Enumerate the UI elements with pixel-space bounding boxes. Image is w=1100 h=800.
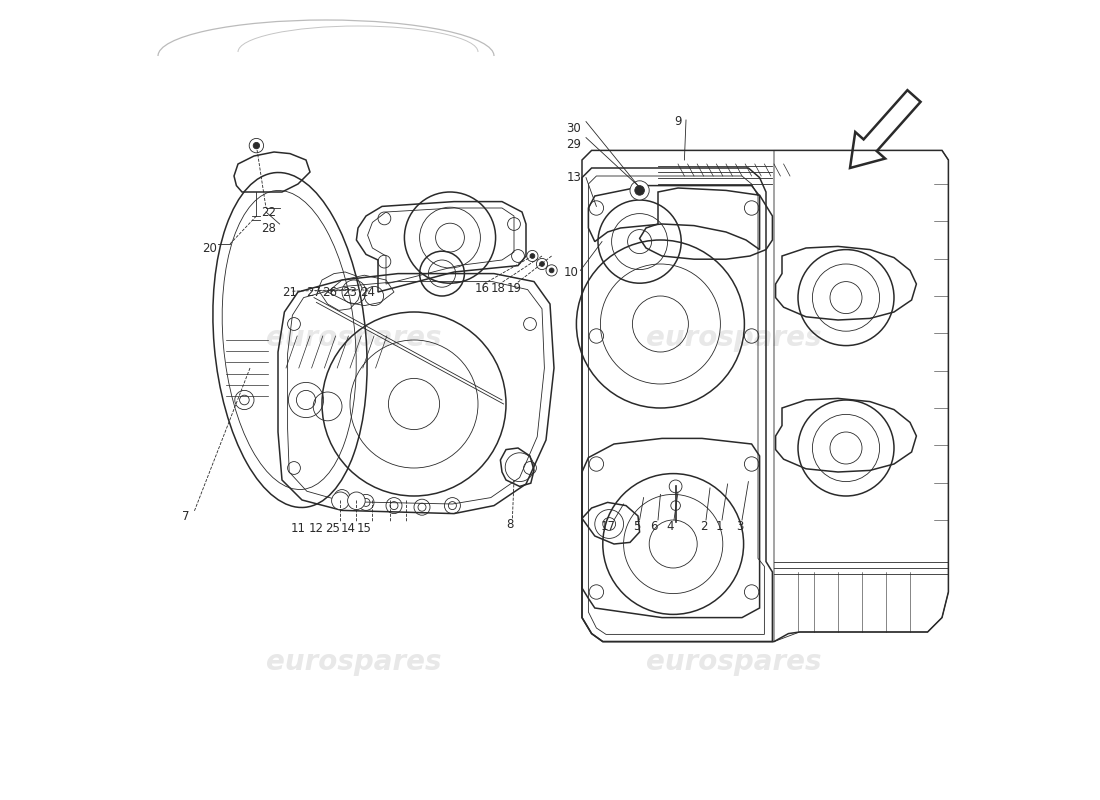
Text: 9: 9 bbox=[674, 115, 682, 128]
Text: 1: 1 bbox=[716, 520, 724, 533]
Text: 30: 30 bbox=[566, 122, 582, 134]
Text: 24: 24 bbox=[360, 286, 375, 298]
Text: 19: 19 bbox=[506, 282, 521, 294]
Text: 12: 12 bbox=[309, 522, 323, 534]
Text: 28: 28 bbox=[261, 222, 276, 234]
Text: 25: 25 bbox=[324, 522, 340, 534]
Text: 15: 15 bbox=[358, 522, 372, 534]
Text: 8: 8 bbox=[506, 518, 514, 530]
Circle shape bbox=[348, 492, 365, 510]
Text: 6: 6 bbox=[650, 520, 658, 533]
Text: 11: 11 bbox=[290, 522, 306, 534]
Text: 20: 20 bbox=[202, 242, 218, 254]
Text: 27: 27 bbox=[307, 286, 321, 298]
Circle shape bbox=[331, 492, 349, 510]
Text: 10: 10 bbox=[564, 266, 579, 278]
Text: 5: 5 bbox=[632, 520, 640, 533]
Text: 4: 4 bbox=[667, 520, 673, 533]
Text: 18: 18 bbox=[491, 282, 505, 294]
Text: 17: 17 bbox=[601, 520, 616, 533]
Text: 2: 2 bbox=[700, 520, 707, 533]
Circle shape bbox=[530, 254, 535, 258]
Circle shape bbox=[630, 181, 649, 200]
Text: 14: 14 bbox=[341, 522, 356, 534]
Circle shape bbox=[540, 262, 544, 266]
Text: 13: 13 bbox=[566, 171, 582, 184]
Text: eurospares: eurospares bbox=[266, 648, 442, 677]
Text: eurospares: eurospares bbox=[266, 323, 442, 352]
Text: eurospares: eurospares bbox=[647, 323, 822, 352]
Text: 22: 22 bbox=[261, 206, 276, 218]
Text: 16: 16 bbox=[474, 282, 490, 294]
Text: eurospares: eurospares bbox=[647, 648, 822, 677]
Circle shape bbox=[253, 142, 260, 149]
Text: 23: 23 bbox=[342, 286, 358, 298]
Text: 7: 7 bbox=[183, 510, 189, 522]
Text: 3: 3 bbox=[736, 520, 744, 533]
Text: 26: 26 bbox=[322, 286, 338, 298]
Circle shape bbox=[549, 268, 554, 273]
Circle shape bbox=[635, 186, 645, 195]
Text: 29: 29 bbox=[566, 138, 582, 150]
Text: 21: 21 bbox=[283, 286, 297, 298]
